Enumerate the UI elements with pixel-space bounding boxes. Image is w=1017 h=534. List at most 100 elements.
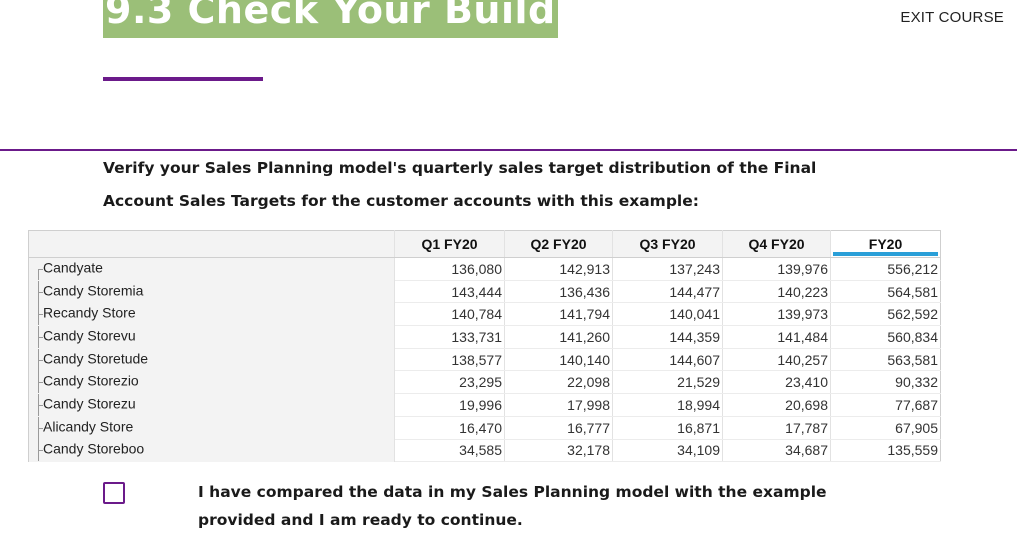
exit-course-button[interactable]: EXIT COURSE [900,9,1004,26]
value-cell: 16,470 [394,416,505,440]
tree-connector-icon [35,348,43,371]
row-label-cell: Alicandy Store [28,416,395,439]
table-row: Candy Storeboo 34,585 32,178 34,109 34,687 13… [28,439,941,463]
value-cell: 137,243 [612,257,723,281]
table-header-row: Q1 FY20 Q2 FY20 Q3 FY20 Q4 FY20 FY20 [28,230,941,258]
row-label-cell: Candy Storemia [28,280,395,303]
table-row: Candyate 136,080 142,913 137,243 139,976 556,… [28,257,941,281]
column-header: Q4 FY20 [722,230,831,258]
row-label: Candy Storezio [43,372,139,389]
table-row: Recandy Store 140,784 141,794 140,041 139,97… [28,302,941,327]
value-cell: 139,973 [722,302,831,327]
value-cell: 18,994 [612,393,723,417]
column-header: Q1 FY20 [394,230,505,258]
total-cell: 90,332 [830,370,941,395]
value-cell: 20,698 [722,393,831,417]
row-label-cell: Candy Storevu [28,325,395,349]
corner-cell [28,230,395,258]
value-cell: 139,976 [722,257,831,281]
row-label: Candy Storemia [43,282,144,299]
value-cell: 16,777 [504,416,613,440]
value-cell: 34,585 [394,439,505,463]
tree-connector-icon [35,280,43,303]
tree-connector-icon [35,371,43,394]
value-cell: 23,410 [722,370,831,395]
tree-connector-icon [35,325,43,348]
value-cell: 133,731 [394,325,505,349]
selected-column-indicator [833,252,938,256]
value-cell: 136,080 [394,257,505,281]
row-label: Candy Storevu [43,327,136,344]
value-cell: 141,260 [504,325,613,349]
value-cell: 34,109 [612,439,723,463]
row-label-cell: Candy Storeboo [28,439,395,462]
value-cell: 19,996 [394,393,505,417]
table-row: Candy Storezio 23,295 22,098 21,529 23,410 90… [28,370,941,395]
column-header-total: FY20 [830,230,941,258]
row-label: Candy Storezu [43,395,136,412]
total-cell: 77,687 [830,393,941,417]
column-header: Q3 FY20 [612,230,723,258]
row-label-cell: Candy Storezio [28,370,395,394]
instruction-text: Verify your Sales Planning model's quart… [103,159,817,210]
tree-connector-icon [35,439,43,462]
total-cell: 563,581 [830,348,941,372]
table-row: Candy Storevu 133,731 141,260 144,359 141,48… [28,325,941,349]
confirmation-checkbox[interactable] [103,482,125,504]
value-cell: 144,607 [612,348,723,372]
value-cell: 140,257 [722,348,831,372]
table-row: Candy Storetude 138,577 140,140 144,607 140,… [28,348,941,372]
table-body: Candyate 136,080 142,913 137,243 139,976 556,… [28,257,941,463]
table-row: Candy Storemia 143,444 136,436 144,477 140,2… [28,280,941,304]
total-cell: 135,559 [830,439,941,463]
value-cell: 140,140 [504,348,613,372]
confirmation-text: I have compared the data in my Sales Pla… [198,483,827,529]
value-cell: 142,913 [504,257,613,281]
row-label: Alicandy Store [43,418,134,435]
value-cell: 140,041 [612,302,723,327]
value-cell: 21,529 [612,370,723,395]
data-table: Q1 FY20 Q2 FY20 Q3 FY20 Q4 FY20 FY20 Can… [28,230,941,463]
value-cell: 16,871 [612,416,723,440]
value-cell: 144,359 [612,325,723,349]
value-cell: 17,998 [504,393,613,417]
title-underline [103,77,263,81]
row-label-cell: Candy Storezu [28,393,395,417]
column-header: Q2 FY20 [504,230,613,258]
value-cell: 144,477 [612,280,723,304]
value-cell: 34,687 [722,439,831,463]
page-title: 9.3 Check Your Build [105,0,556,32]
row-label: Candyate [43,259,103,276]
total-cell: 562,592 [830,302,941,327]
row-label-cell: Candyate [28,257,395,281]
page-title-banner: 9.3 Check Your Build [103,0,558,38]
row-label: Candy Storetude [43,350,149,367]
value-cell: 23,295 [394,370,505,395]
sales-target-grid: Q1 FY20 Q2 FY20 Q3 FY20 Q4 FY20 FY20 Can… [28,230,942,467]
tree-connector-icon [35,303,43,326]
column-header-total-label: FY20 [868,236,903,252]
value-cell: 32,178 [504,439,613,463]
tree-connector-icon [35,416,43,439]
header-divider [0,149,1017,151]
value-cell: 140,223 [722,280,831,304]
row-label: Candy Storeboo [43,441,145,458]
value-cell: 141,484 [722,325,831,349]
value-cell: 138,577 [394,348,505,372]
value-cell: 141,794 [504,302,613,327]
row-label-cell: Candy Storetude [28,348,395,371]
total-cell: 564,581 [830,280,941,304]
row-label: Recandy Store [43,304,136,321]
value-cell: 17,787 [722,416,831,440]
value-cell: 136,436 [504,280,613,304]
value-cell: 140,784 [394,302,505,327]
table-row: Alicandy Store 16,470 16,777 16,871 17,787 67… [28,416,941,440]
tree-connector-icon [35,393,43,416]
table-row: Candy Storezu 19,996 17,998 18,994 20,698 77,… [28,393,941,417]
total-cell: 560,834 [830,325,941,349]
value-cell: 22,098 [504,370,613,395]
total-cell: 556,212 [830,257,941,281]
value-cell: 143,444 [394,280,505,304]
row-label-cell: Recandy Store [28,302,395,326]
total-cell: 67,905 [830,416,941,440]
